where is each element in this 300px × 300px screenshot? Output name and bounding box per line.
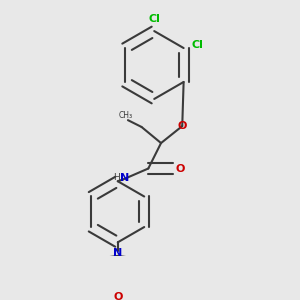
Text: O: O — [175, 164, 184, 173]
Text: O: O — [178, 121, 187, 131]
Text: CH₃: CH₃ — [118, 111, 133, 120]
Text: N: N — [120, 173, 129, 183]
Text: O: O — [113, 292, 122, 300]
Text: Cl: Cl — [148, 14, 160, 24]
Text: H: H — [113, 173, 119, 182]
Text: Cl: Cl — [191, 40, 203, 50]
Text: N: N — [113, 248, 122, 258]
